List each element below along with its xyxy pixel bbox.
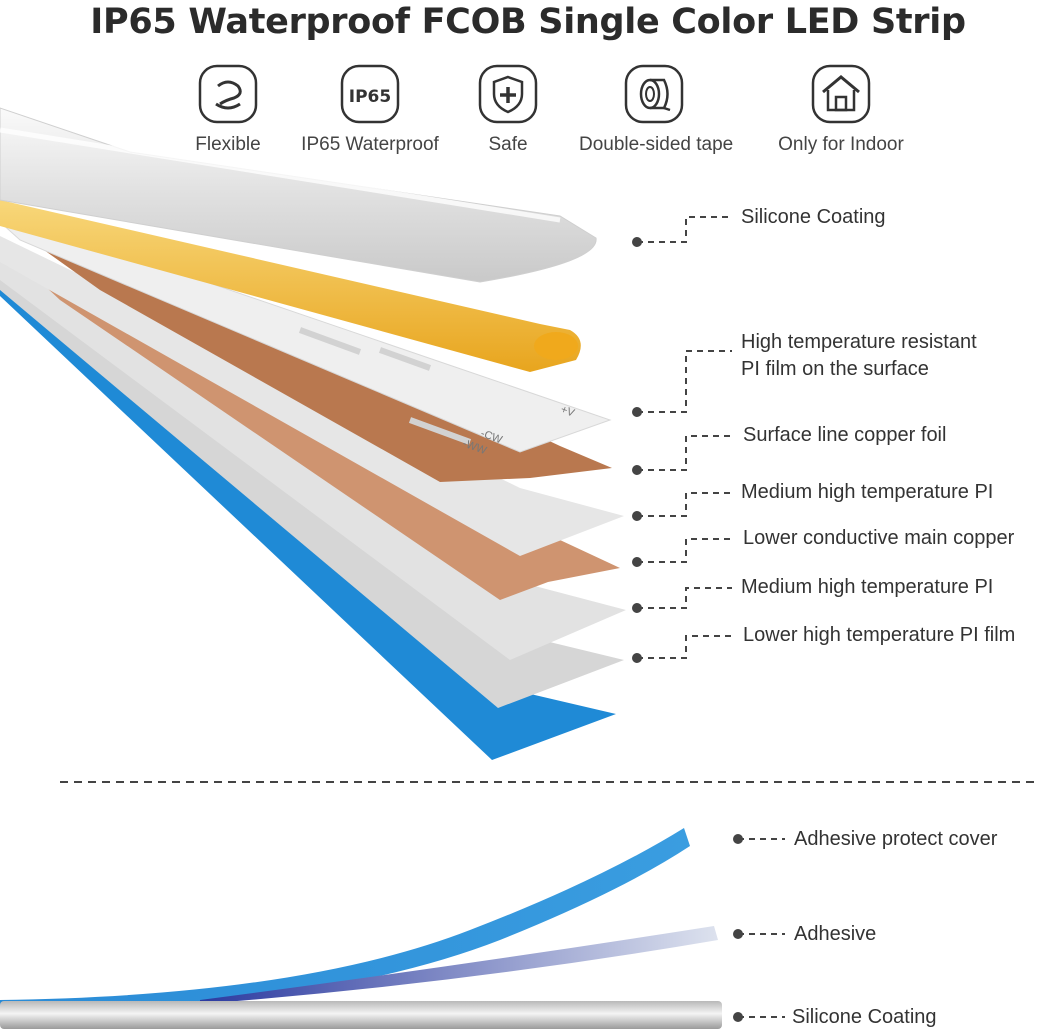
page-title: IP65 Waterproof FCOB Single Color LED St… [90, 2, 966, 42]
label-silicone-coating: Silicone Coating [741, 206, 886, 228]
pcb-mark-v: +V [559, 404, 577, 420]
callout-dots-top [632, 237, 642, 663]
lower-pi-film-layer [0, 262, 624, 708]
label-high-temp-pi-line2: PI film on the surface [741, 358, 929, 380]
feature-label: Safe [488, 134, 528, 155]
label-medium-pi-2: Medium high temperature PI [741, 576, 994, 598]
feature-ip65: IP65 IP65 Waterproof [295, 64, 445, 156]
label-adhesive-protect-cover: Adhesive protect cover [794, 828, 998, 850]
adhesive-protect-cover [0, 828, 690, 1014]
label-high-temp-pi-line1: High temperature resistant [741, 331, 977, 353]
feature-flexible: Flexible [153, 64, 303, 156]
callout-lines-bottom [738, 838, 785, 1018]
feature-label: IP65 Waterproof [301, 134, 439, 155]
feature-tape: Double-sided tape [579, 64, 734, 156]
yellow-phosphor-layer [0, 200, 581, 372]
label-lower-pi-film: Lower high temperature PI film [743, 624, 1016, 646]
label-adhesive: Adhesive [794, 923, 877, 945]
label-medium-pi-1: Medium high temperature PI [741, 481, 994, 503]
silicone-rod [0, 1001, 722, 1029]
flexible-icon [198, 64, 258, 124]
label-surface-copper: Surface line copper foil [743, 424, 947, 446]
ip65-icon-text: IP65 [349, 87, 391, 107]
label-bottom-silicone-coating: Silicone Coating [792, 1006, 937, 1028]
adhesive-layer [200, 926, 718, 1004]
feature-label: Only for Indoor [778, 134, 904, 155]
feature-label: Flexible [195, 134, 261, 155]
feature-label: Double-sided tape [579, 134, 734, 155]
callout-lines-top [637, 216, 732, 659]
blue-base-layer [0, 272, 616, 760]
label-lower-copper: Lower conductive main copper [743, 527, 1015, 549]
callout-dots-bottom [733, 834, 743, 1022]
ip65-icon: IP65 [340, 64, 400, 124]
house-icon [811, 64, 871, 124]
shield-plus-icon [478, 64, 538, 124]
feature-indoor: Only for Indoor [766, 64, 916, 156]
tape-roll-icon [624, 64, 684, 124]
feature-safe: Safe [433, 64, 583, 156]
silicone-coating-layer [0, 107, 597, 283]
